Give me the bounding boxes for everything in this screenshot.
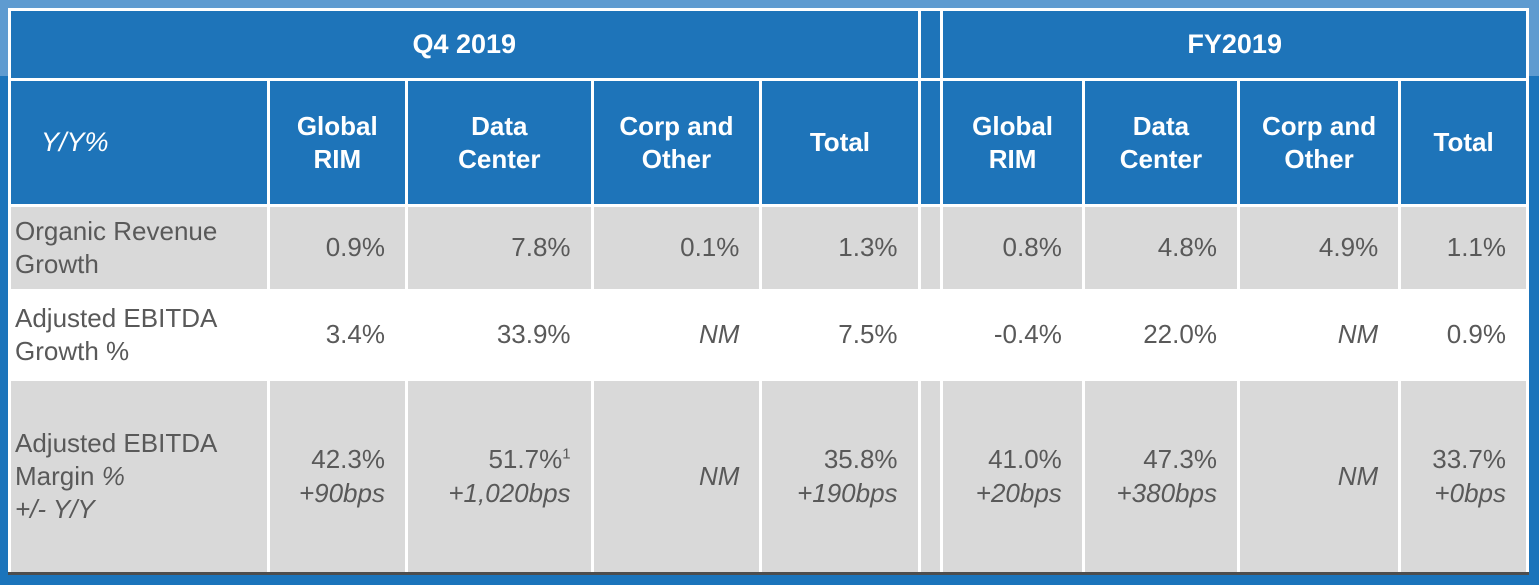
corner-header-yy-pct: Y/Y% (8, 78, 270, 207)
col-header-fy-global-rim: Global RIM (940, 78, 1085, 207)
row-label: Adjusted EBITDA Margin % +/- Y/Y (8, 378, 270, 575)
value-cell: 4.9% (1236, 204, 1402, 292)
value-cell-nm: NM (1236, 289, 1402, 381)
value-cell: 4.8% (1081, 204, 1240, 292)
value-cell: 7.8% (404, 204, 594, 292)
row-organic-revenue-growth: Organic Revenue Growth 0.9% 7.8% 0.1% 1.… (8, 204, 1529, 292)
financial-results-table: Q4 2019 FY2019 Y/Y% Global RIM Data Cent… (8, 8, 1529, 575)
banner-row: Q4 2019 FY2019 (8, 8, 1529, 81)
col-header-q4-data-center: Data Center (404, 78, 594, 207)
col-header-q4-total: Total (759, 78, 921, 207)
value-cell: 0.9% (266, 204, 408, 292)
spacer-cell (917, 378, 944, 575)
col-header-q4-corp-and-other: Corp and Other (590, 78, 763, 207)
value-cell: 0.9% (1398, 289, 1529, 381)
col-header-fy-corp-and-other: Corp and Other (1236, 78, 1402, 207)
value-cell-nm: NM (590, 378, 763, 575)
value-cell: 42.3% +90bps (266, 378, 408, 575)
value-cell: 47.3% +380bps (1081, 378, 1240, 575)
value-cell: 51.7%1 +1,020bps (404, 378, 594, 575)
footnote-1-superscript: 1 (562, 445, 571, 463)
col-header-fy-data-center: Data Center (1081, 78, 1240, 207)
value-cell: 33.9% (404, 289, 594, 381)
column-header-row: Y/Y% Global RIM Data Center Corp and Oth… (8, 78, 1529, 207)
value-cell: 1.3% (759, 204, 921, 292)
value-cell: 22.0% (1081, 289, 1240, 381)
value-cell: 1.1% (1398, 204, 1529, 292)
spacer-cell (917, 78, 944, 207)
spacer-cell (917, 204, 944, 292)
row-adjusted-ebitda-margin: Adjusted EBITDA Margin % +/- Y/Y 42.3% +… (8, 378, 1529, 575)
col-header-fy-total: Total (1398, 78, 1529, 207)
value-cell: 3.4% (266, 289, 408, 381)
col-header-q4-global-rim: Global RIM (266, 78, 408, 207)
spacer-cell (917, 289, 944, 381)
value-cell: 0.8% (940, 204, 1085, 292)
value-cell: 35.8% +190bps (759, 378, 921, 575)
value-cell: 33.7% +0bps (1398, 378, 1529, 575)
value-cell: -0.4% (940, 289, 1085, 381)
value-cell-nm: NM (590, 289, 763, 381)
row-label: Organic Revenue Growth (8, 204, 270, 292)
spacer-cell (917, 8, 944, 81)
row-label: Adjusted EBITDA Growth % (8, 289, 270, 381)
value-cell: 0.1% (590, 204, 763, 292)
banner-fy2019: FY2019 (940, 8, 1529, 81)
value-cell: 41.0% +20bps (940, 378, 1085, 575)
banner-q4-2019: Q4 2019 (8, 8, 921, 81)
value-cell-nm: NM (1236, 378, 1402, 575)
value-cell: 7.5% (759, 289, 921, 381)
row-adjusted-ebitda-growth: Adjusted EBITDA Growth % 3.4% 33.9% NM 7… (8, 289, 1529, 381)
